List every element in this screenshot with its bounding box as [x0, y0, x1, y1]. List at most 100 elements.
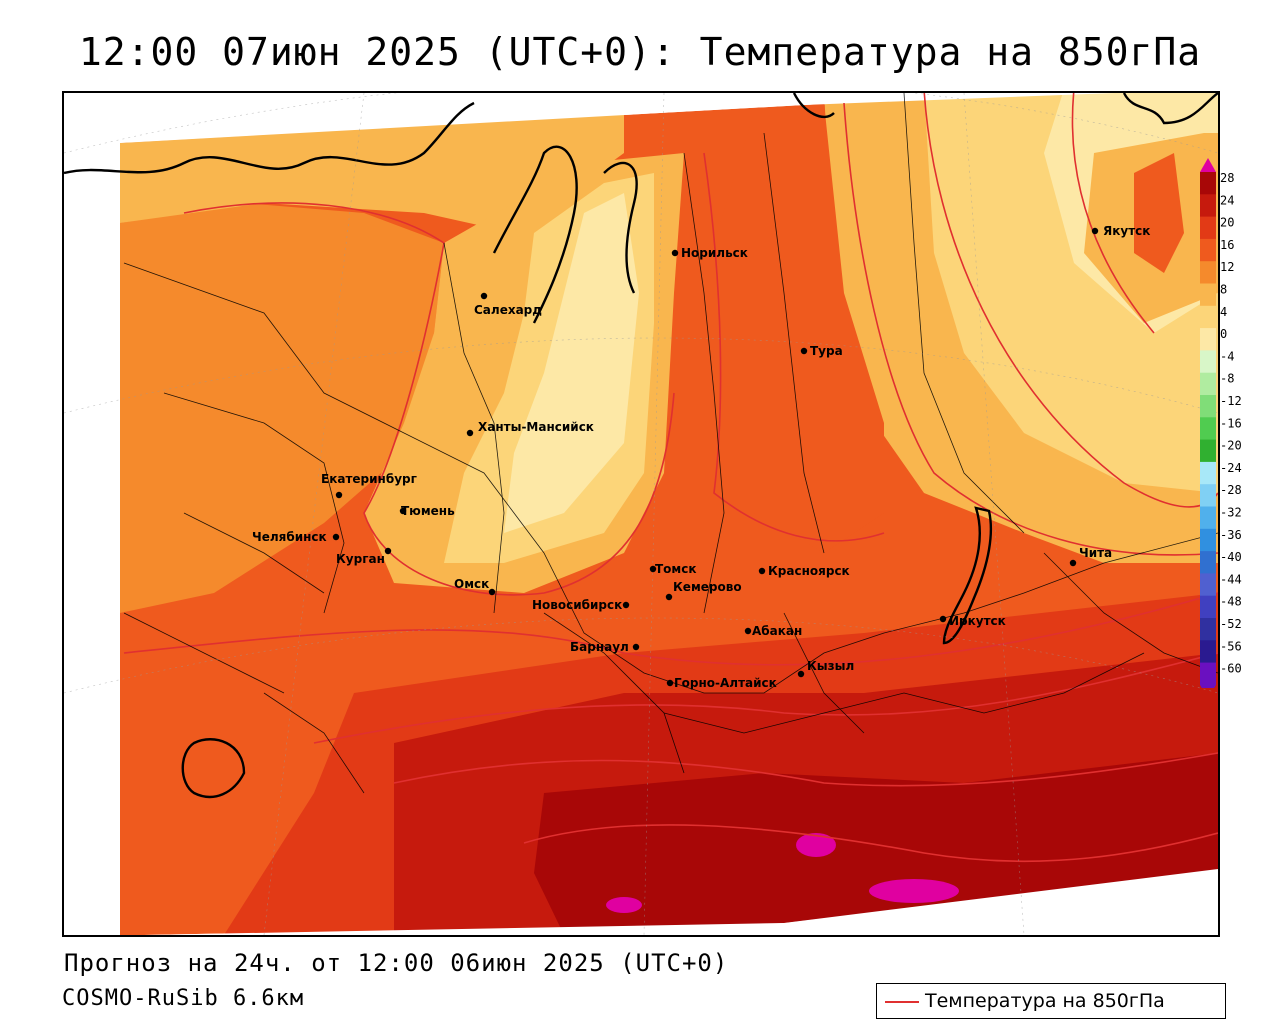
colorbar-swatch [1200, 461, 1216, 485]
isotherm-contour [123, 592, 1218, 666]
colorbar-swatch [1200, 283, 1216, 307]
colorbar-label: -4 [1220, 349, 1234, 363]
city-marker: Чита [1069, 546, 1112, 567]
city-dot [758, 567, 766, 575]
colorbar-label: -52 [1220, 617, 1242, 631]
colorbar-swatch [1200, 172, 1216, 195]
hot-spot [796, 833, 836, 857]
city-dot [399, 507, 407, 515]
arctic-coastline [64, 93, 1218, 324]
map-title: 12:00 07июн 2025 (UTC+0): Температура на… [78, 30, 1202, 74]
colorbar-label: -32 [1220, 506, 1242, 520]
legend-box: Температура на 850гПа [876, 983, 1226, 1019]
city-marker: Абакан [744, 624, 802, 638]
isotherm-contour [1071, 93, 1155, 334]
city-name: Абакан [752, 624, 802, 638]
city-name: Якутск [1103, 224, 1150, 238]
city-dot [622, 601, 630, 609]
graticule-line [963, 93, 1025, 935]
colorbar-label: -8 [1220, 372, 1234, 386]
isotherm-contour [523, 824, 1218, 863]
city-dot [1069, 559, 1077, 567]
city-marker: Иркутск [939, 614, 1006, 628]
graticule [64, 93, 1218, 935]
city-name: Кызыл [807, 659, 854, 673]
colorbar-label: 8 [1220, 283, 1227, 297]
colorbar-swatch [1200, 551, 1216, 574]
city-marker: Горно-Алтайск [666, 676, 777, 690]
city-marker: Кемерово [665, 580, 742, 601]
colorbar-label: -44 [1220, 572, 1242, 586]
band-4-8-arctic [120, 113, 624, 233]
admin-borders [123, 93, 1218, 794]
city-dot [384, 547, 392, 555]
city-dot [632, 643, 640, 651]
city-dot [649, 565, 657, 573]
colorbar-label: -40 [1220, 550, 1242, 564]
colorbar-swatch [1200, 194, 1216, 218]
band-coldest [504, 193, 639, 533]
colorbar-swatch [1200, 439, 1216, 463]
city-name: Тура [810, 344, 843, 358]
graticule-line [64, 93, 1218, 154]
city-marker: Тюмень [399, 504, 455, 518]
colorbar-label: -20 [1220, 439, 1242, 453]
isotherm-contour [313, 652, 1218, 744]
forecast-map[interactable]: Якутск Норильск Салехард Тура Ханты-Мансийск… [62, 91, 1220, 937]
colorbar-swatch [1200, 484, 1216, 507]
colorbar-swatch [1200, 417, 1216, 441]
admin-border [123, 262, 1218, 694]
forecast-info: Прогноз на 24ч. от 12:00 06июн 2025 (UTC… [64, 949, 729, 977]
temperature-colorbar: 28 24 20 16 12 8 4 0 -4 -8 -12 -16 -20 -24 -28 -32 -36 -4… [1200, 158, 1242, 688]
colorbar-labels: 28 24 20 16 12 8 4 0 -4 -8 -12 -16 -20 -24 -28 -32 -36 -4… [1220, 171, 1242, 676]
band-12-16-yakutia [1134, 153, 1184, 273]
city-marker: Тура [800, 344, 843, 358]
colorbar-swatch [1200, 618, 1216, 641]
colorbar-swatches [1200, 158, 1216, 688]
colorbar-swatch [1200, 640, 1216, 664]
city-name: Курган [336, 552, 385, 566]
colorbar-swatch [1200, 395, 1216, 418]
city-dot [800, 347, 808, 355]
colorbar-label: 24 [1220, 193, 1234, 207]
colorbar-swatch [1200, 662, 1216, 686]
city-marker: Красноярск [758, 564, 850, 578]
legend-label: Температура на 850гПа [925, 990, 1165, 1012]
outside-domain [64, 93, 1218, 143]
city-name: Кемерово [673, 580, 742, 594]
city-dot [466, 429, 474, 437]
city-marker: Челябинск [252, 530, 340, 544]
colorbar-arrow-bottom [1200, 684, 1216, 688]
colorbar-label: -60 [1220, 662, 1242, 676]
city-marker: Ханты-Мансийск [466, 420, 594, 437]
city-name: Барнаул [570, 640, 629, 654]
city-dot [665, 593, 673, 601]
colorbar-label: 4 [1220, 305, 1227, 319]
city-name: Норильск [681, 246, 748, 260]
city-dot [666, 679, 674, 687]
city-name: Салехард [474, 303, 542, 317]
city-dot [488, 588, 496, 596]
outside-domain [144, 869, 1218, 935]
colorbar-swatch [1200, 595, 1216, 619]
city-marker: Салехард [474, 292, 542, 317]
city-name: Томск [655, 562, 697, 576]
city-dot [480, 292, 488, 300]
city-marker: Норильск [671, 246, 748, 260]
outside-domain [64, 93, 120, 935]
city-name: Новосибирск [532, 598, 622, 612]
graticule-line [643, 93, 665, 935]
city-name: Тюмень [401, 504, 455, 518]
colorbar-label: -48 [1220, 595, 1242, 609]
city-marker: Якутск [1091, 224, 1150, 238]
isotherm-contour [703, 152, 885, 542]
colorbar-swatch [1200, 305, 1216, 329]
city-name: Красноярск [768, 564, 850, 578]
city-name: Чита [1079, 546, 1112, 560]
isotherm-contour [923, 93, 1218, 508]
admin-border [123, 612, 1145, 794]
colorbar-swatch [1200, 350, 1216, 374]
colorbar-label: 28 [1220, 171, 1234, 185]
colorbar-swatch [1200, 238, 1216, 262]
city-dot [332, 533, 340, 541]
